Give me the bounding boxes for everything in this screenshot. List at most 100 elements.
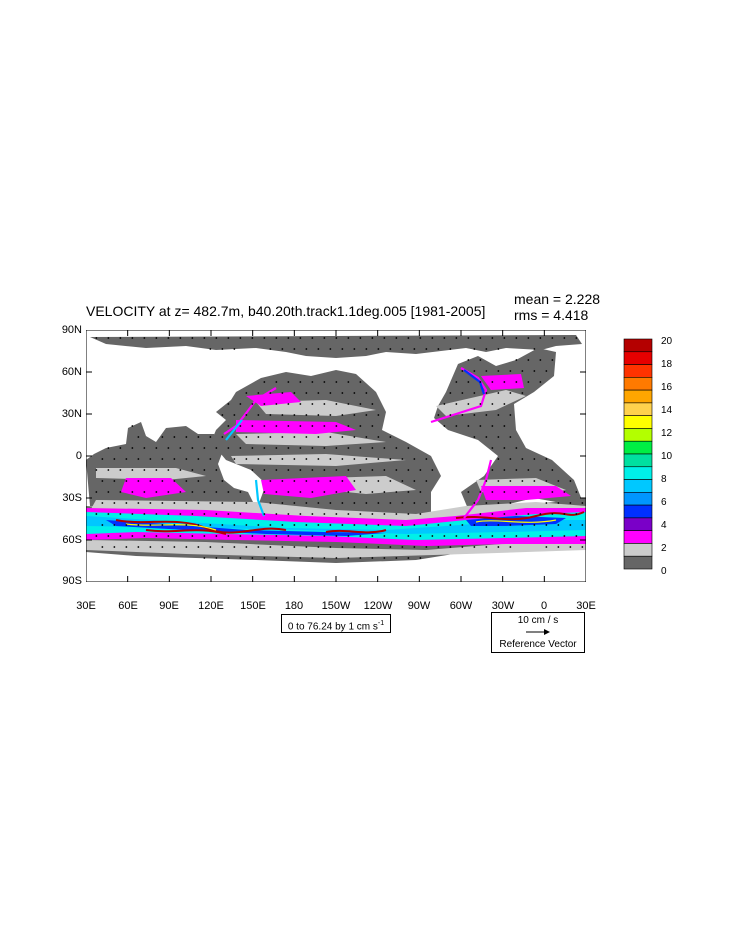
vector-dot <box>323 513 326 515</box>
vector-dot <box>281 480 284 482</box>
vector-dot <box>101 524 104 526</box>
magenta-zones <box>121 374 571 500</box>
vector-dot <box>275 491 278 493</box>
y-tick-0: 0 <box>75 450 82 462</box>
vector-dot <box>287 425 290 427</box>
vector-dot <box>215 513 218 515</box>
vector-dot <box>143 447 146 449</box>
vector-dot <box>461 524 464 526</box>
vector-dot <box>329 458 332 460</box>
vector-dot <box>347 381 350 383</box>
vector-dot <box>335 447 338 449</box>
vector-dot <box>437 348 440 350</box>
vector-dot <box>155 469 158 471</box>
vector-dot <box>473 546 476 548</box>
vector-dot <box>497 348 500 350</box>
vector-dot <box>419 557 422 559</box>
reference-vector-speed: 10 cm / s <box>517 615 559 626</box>
colorbar-label-0: 0 <box>661 566 667 577</box>
vector-dot <box>311 425 314 427</box>
vector-dot <box>287 469 290 471</box>
vector-dot <box>563 513 566 515</box>
vector-dot <box>557 546 560 548</box>
vector-dot <box>371 469 374 471</box>
vector-dot <box>545 480 548 482</box>
x-tick-0: 0 <box>540 600 548 612</box>
vector-dot <box>263 491 266 493</box>
vector-dot <box>191 469 194 471</box>
vector-dot <box>329 546 332 548</box>
vector-dot <box>575 535 578 537</box>
vector-dot <box>137 502 140 504</box>
vector-dot <box>233 524 236 526</box>
vector-dot <box>293 392 296 394</box>
vector-dot <box>551 469 554 471</box>
vector-dot <box>167 337 170 339</box>
vector-dot <box>305 392 308 394</box>
vector-dot <box>491 425 494 427</box>
vector-dot <box>407 513 410 515</box>
vector-dot <box>329 348 332 350</box>
rms-value: rms = 4.418 <box>514 307 589 323</box>
vector-dot <box>263 403 266 405</box>
vector-dot <box>341 392 344 394</box>
vector-dot <box>521 392 524 394</box>
vector-dot <box>371 447 374 449</box>
vector-dot <box>299 425 302 427</box>
vector-dot <box>449 414 452 416</box>
vector-dot <box>155 337 158 339</box>
vector-dot <box>221 546 224 548</box>
vector-dot <box>227 513 230 515</box>
vector-dot <box>359 557 362 559</box>
vector-dot <box>131 535 134 537</box>
vector-dot <box>323 403 326 405</box>
vector-dot <box>287 381 290 383</box>
vector-dot <box>119 469 122 471</box>
vector-dot <box>287 491 290 493</box>
vector-dot <box>539 535 542 537</box>
vector-dot <box>395 557 398 559</box>
colorbar-label-2: 2 <box>661 543 667 554</box>
colorbar-box <box>623 440 653 455</box>
vector-dot <box>503 469 506 471</box>
x-tick-90w: 90W <box>407 600 431 612</box>
vector-dot <box>569 524 572 526</box>
vector-dot <box>317 546 320 548</box>
plot-title: VELOCITY at z= 482.7m, b40.20th.track1.1… <box>86 303 486 319</box>
vector-dot <box>389 458 392 460</box>
colorbar-label-16: 16 <box>661 382 673 393</box>
vector-dot <box>269 392 272 394</box>
vector-dot <box>263 513 266 515</box>
vector-dot <box>173 436 176 438</box>
vector-dot <box>515 513 518 515</box>
vector-dot <box>545 458 548 460</box>
vector-dot <box>377 524 380 526</box>
vector-dot <box>275 337 278 339</box>
vector-dot <box>467 381 470 383</box>
vector-dot <box>317 436 320 438</box>
vector-dot <box>287 513 290 515</box>
vector-dot <box>479 491 482 493</box>
x-tick-30e-right: 30E <box>576 600 596 612</box>
vector-dot <box>311 447 314 449</box>
vector-dot <box>293 502 296 504</box>
vector-dot <box>557 480 560 482</box>
vector-dot <box>359 403 362 405</box>
vector-dot <box>563 337 566 339</box>
vector-dot <box>305 502 308 504</box>
vector-dot <box>347 469 350 471</box>
vector-dot <box>353 524 356 526</box>
vector-dot <box>419 535 422 537</box>
vector-dot <box>233 546 236 548</box>
vector-dot <box>167 469 170 471</box>
vector-dot <box>155 491 158 493</box>
vector-dot <box>569 502 572 504</box>
vector-dot <box>359 491 362 493</box>
vector-dot <box>503 491 506 493</box>
vector-dot <box>419 513 422 515</box>
vector-dot <box>179 447 182 449</box>
vector-dot <box>299 491 302 493</box>
vector-dot <box>545 546 548 548</box>
vector-dot <box>299 513 302 515</box>
vector-dot <box>281 502 284 504</box>
